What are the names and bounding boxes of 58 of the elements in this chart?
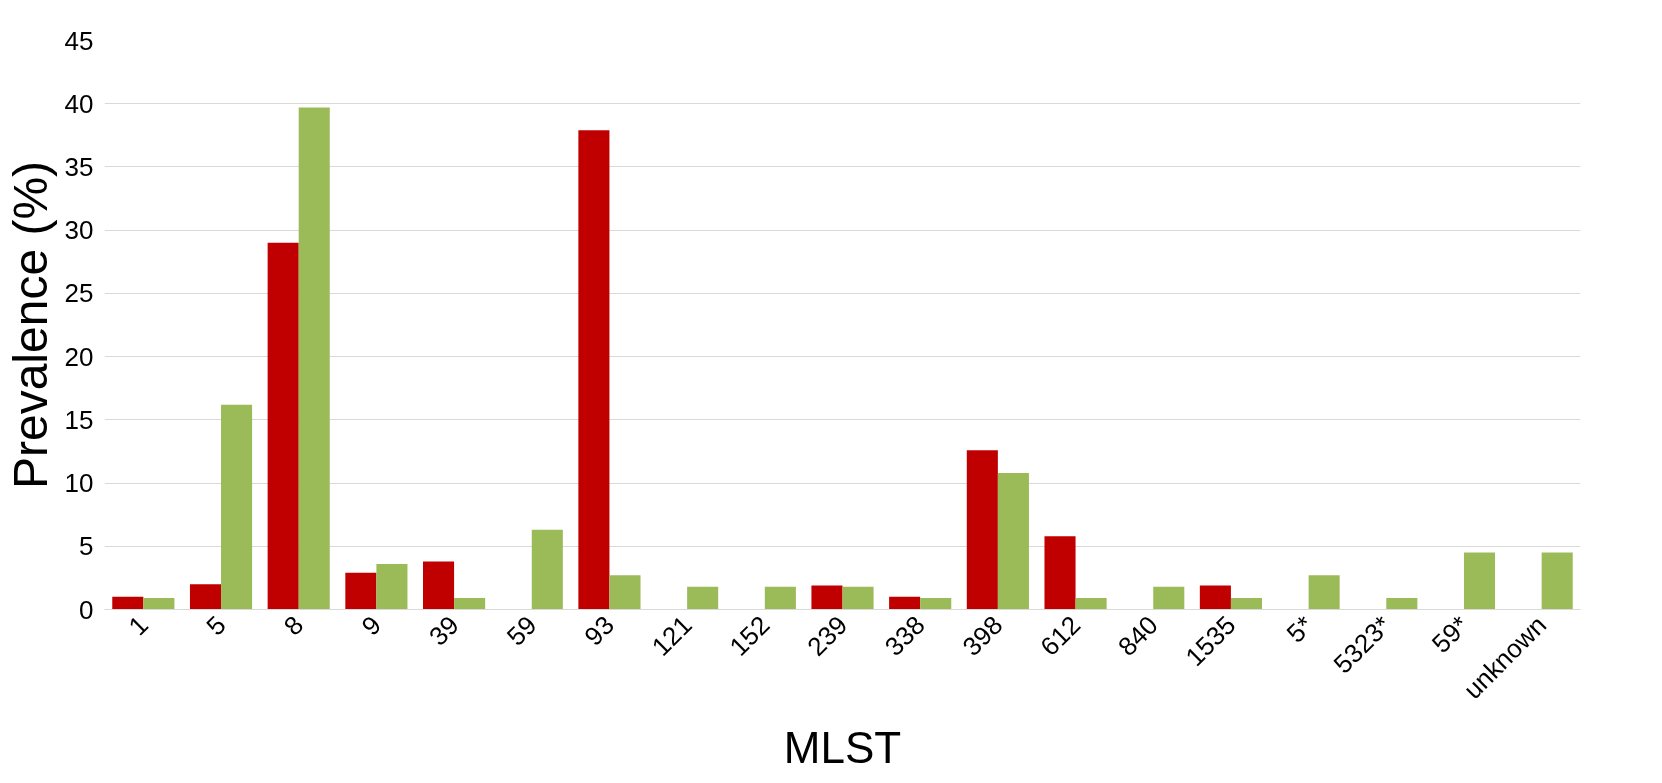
x-tick-label: 5* xyxy=(1280,609,1320,649)
bar xyxy=(143,598,175,610)
bar xyxy=(1044,536,1076,610)
bar xyxy=(423,561,455,610)
bar xyxy=(189,584,222,610)
x-tick-label: 93 xyxy=(578,609,621,652)
bar xyxy=(221,404,253,610)
y-tick-label: 45 xyxy=(64,25,94,56)
bar xyxy=(687,586,719,610)
x-axis-title: MLST xyxy=(783,723,902,773)
y-tick-label: 15 xyxy=(64,404,94,435)
x-tick-label: 39 xyxy=(423,609,465,652)
bar xyxy=(920,598,952,610)
x-tick-label: 8 xyxy=(277,609,310,642)
x-tick-label: 840 xyxy=(1111,609,1164,662)
bar xyxy=(1308,575,1340,610)
x-tick-label: 1 xyxy=(122,609,154,642)
x-tick-label: 9 xyxy=(355,609,388,642)
y-tick-label: 25 xyxy=(64,278,94,309)
y-tick-label: 40 xyxy=(64,88,94,119)
bar xyxy=(1386,598,1418,610)
x-tick-label: 398 xyxy=(956,609,1009,662)
y-tick-label: 30 xyxy=(64,215,94,246)
bar xyxy=(1075,598,1107,610)
y-tick-label: 35 xyxy=(64,151,94,182)
bar xyxy=(112,596,144,610)
x-tick-label: 338 xyxy=(878,609,931,662)
x-tick-label: 152 xyxy=(723,609,776,662)
y-tick-label: 20 xyxy=(64,341,94,372)
bar xyxy=(1153,586,1185,610)
x-tick-label: 121 xyxy=(645,609,698,662)
y-tick-label: 5 xyxy=(79,531,94,562)
bar xyxy=(298,107,330,610)
bar xyxy=(889,596,921,610)
bar xyxy=(578,130,610,610)
bar xyxy=(1199,585,1231,610)
bar xyxy=(811,585,843,610)
x-tick-label: 59 xyxy=(500,609,543,652)
bar xyxy=(997,472,1029,610)
x-tick-label: 612 xyxy=(1034,609,1087,662)
y-tick-label: 0 xyxy=(79,594,94,625)
y-tick-label: 10 xyxy=(64,468,94,499)
y-axis-title: Prevalence (%) xyxy=(3,160,57,490)
bar xyxy=(267,242,299,610)
bar xyxy=(764,586,796,610)
bar xyxy=(1230,598,1262,610)
bar xyxy=(531,529,563,610)
bar xyxy=(1463,552,1496,610)
x-tick-label: 239 xyxy=(801,609,854,662)
x-tick-label: 5 xyxy=(200,609,232,642)
bar xyxy=(376,563,408,610)
x-tick-label: 59* xyxy=(1425,609,1475,659)
bar xyxy=(454,598,486,610)
bar xyxy=(966,450,998,610)
bar xyxy=(842,586,874,610)
bar xyxy=(345,572,377,610)
bar xyxy=(1541,552,1573,610)
bar xyxy=(609,575,641,610)
